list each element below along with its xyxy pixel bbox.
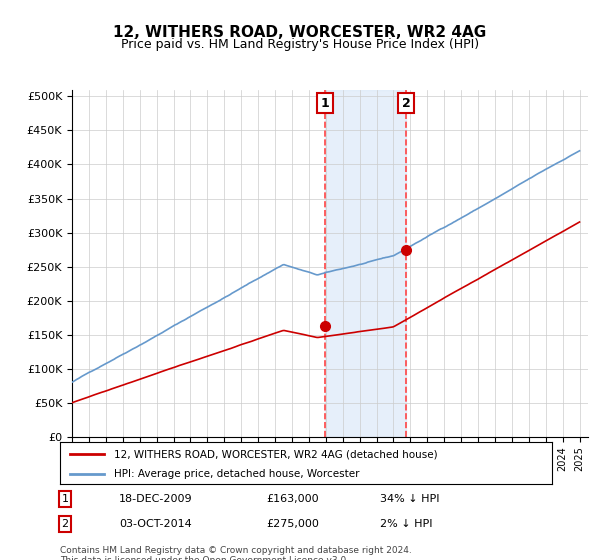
Text: 18-DEC-2009: 18-DEC-2009 bbox=[119, 494, 193, 504]
Text: 1: 1 bbox=[321, 97, 329, 110]
Text: £163,000: £163,000 bbox=[266, 494, 319, 504]
Bar bbox=[325, 90, 406, 437]
Text: Contains HM Land Registry data © Crown copyright and database right 2024.
This d: Contains HM Land Registry data © Crown c… bbox=[60, 546, 412, 560]
Text: 12, WITHERS ROAD, WORCESTER, WR2 4AG (detached house): 12, WITHERS ROAD, WORCESTER, WR2 4AG (de… bbox=[114, 449, 438, 459]
Text: HPI: Average price, detached house, Worcester: HPI: Average price, detached house, Worc… bbox=[114, 469, 359, 479]
Text: 2: 2 bbox=[402, 97, 410, 110]
Text: 1: 1 bbox=[61, 494, 68, 504]
Text: 12, WITHERS ROAD, WORCESTER, WR2 4AG: 12, WITHERS ROAD, WORCESTER, WR2 4AG bbox=[113, 25, 487, 40]
Text: 2% ↓ HPI: 2% ↓ HPI bbox=[380, 519, 432, 529]
Text: 2: 2 bbox=[61, 519, 68, 529]
Text: 03-OCT-2014: 03-OCT-2014 bbox=[119, 519, 192, 529]
Text: 34% ↓ HPI: 34% ↓ HPI bbox=[380, 494, 439, 504]
Text: Price paid vs. HM Land Registry's House Price Index (HPI): Price paid vs. HM Land Registry's House … bbox=[121, 38, 479, 51]
Text: £275,000: £275,000 bbox=[266, 519, 320, 529]
